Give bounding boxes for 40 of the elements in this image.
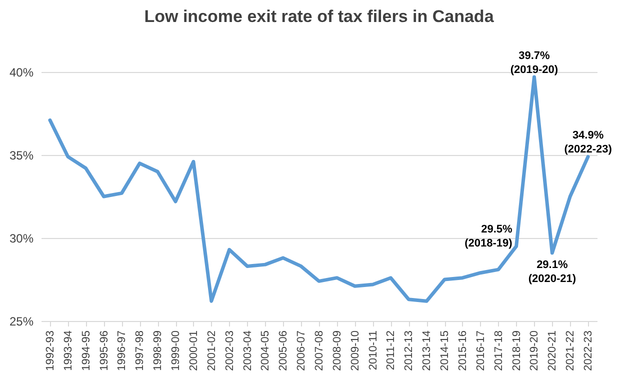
annotation: 29.5% (2018-19) (464, 223, 513, 250)
chart-title: Low income exit rate of tax filers in Canada (144, 6, 494, 26)
annotation: 34.9% (2022-23) (564, 130, 612, 156)
x-tick-label: 2020-21 (546, 330, 559, 371)
x-tick-label: 2022-23 (582, 330, 595, 371)
x-tick-label: 2001-02 (206, 330, 218, 371)
x-tick-label: 1997-98 (134, 330, 146, 371)
x-tick-label: 2021-22 (564, 330, 577, 371)
x-tick-label: 2006-07 (296, 330, 308, 371)
x-tick-label: 2017-18 (492, 330, 505, 371)
x-tick-label: 1996-97 (116, 330, 128, 371)
x-tick-label: 2002-03 (224, 330, 236, 371)
x-tick-label: 2007-08 (314, 330, 326, 371)
x-tick-label: 2018-19 (510, 330, 523, 371)
x-tick-label: 1994-95 (80, 330, 92, 371)
annotation: 39.7% (2019-20) (510, 50, 558, 76)
x-tick-label: 2004-05 (260, 330, 272, 371)
x-tick-label: 1995-96 (98, 330, 110, 371)
x-tick-label: 2014-15 (439, 330, 452, 371)
x-tick-label: 1992-93 (44, 330, 56, 371)
x-tick-label: 2008-09 (331, 330, 344, 371)
annotation: 29.1% (2020-21) (528, 258, 576, 285)
x-tick-label: 2011-12 (385, 330, 398, 370)
y-tick-label: 30% (9, 232, 34, 246)
x-tick-label: 2005-06 (278, 330, 290, 371)
y-tick-label: 35% (9, 148, 34, 162)
y-tick-label: 25% (9, 314, 34, 328)
y-tick-label: 40% (9, 66, 34, 80)
x-tick-label: 2003-04 (242, 330, 254, 371)
x-tick-label: 1993-94 (62, 330, 74, 371)
x-tick-label: 2016-17 (474, 330, 487, 371)
x-tick-label: 2012-13 (403, 330, 416, 371)
x-tick-label: 1998-99 (152, 330, 164, 371)
x-tick-label: 2010-11 (367, 330, 380, 370)
x-tick-label: 2019-20 (528, 330, 541, 371)
x-tick-label: 1999-00 (170, 330, 182, 371)
x-tick-label: 2015-16 (456, 330, 469, 371)
x-tick-label: 2009-10 (349, 330, 362, 371)
x-tick-label: 2000-01 (188, 330, 200, 371)
x-tick-label: 2013-14 (421, 330, 434, 371)
